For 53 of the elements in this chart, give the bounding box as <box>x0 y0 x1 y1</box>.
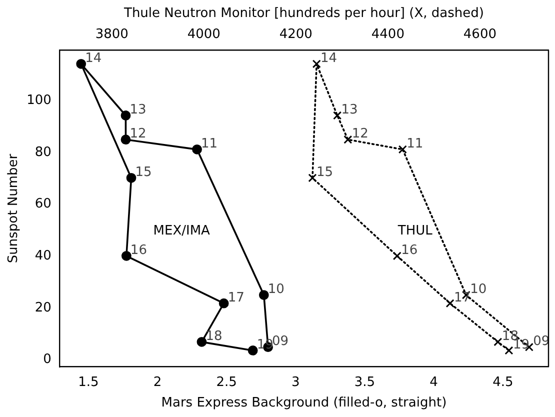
x-axis-title: Mars Express Background (filled-o, straight) <box>161 396 447 411</box>
series-label: THUL <box>396 223 434 238</box>
series-label: MEX/IMA <box>153 223 210 238</box>
y-tick-label: 60 <box>34 196 52 212</box>
x2-tick-label: 3800 <box>95 26 128 42</box>
annotation: 11 <box>406 136 424 152</box>
x-tick-label: 3 <box>292 374 300 390</box>
x-tick-label: 4.5 <box>492 374 514 390</box>
x-tick-label: 1.5 <box>78 374 99 390</box>
x-tick-label: 2 <box>153 374 162 390</box>
annotation: 13 <box>130 102 146 118</box>
y-tick-label: 20 <box>34 300 52 316</box>
annotation: 12 <box>352 126 368 142</box>
annotation: 14 <box>320 50 338 66</box>
x-tick-label: 4 <box>430 374 438 390</box>
annotation: 15 <box>316 164 334 180</box>
annotation: 09 <box>272 334 289 350</box>
annotation: 09 <box>533 334 550 350</box>
point <box>121 250 132 261</box>
point <box>126 172 136 183</box>
annotation: 11 <box>201 136 218 152</box>
annotation: 17 <box>454 290 471 306</box>
point <box>120 134 131 145</box>
y-tick-label: 0 <box>43 352 52 368</box>
y-tick-label: 100 <box>26 93 52 108</box>
point <box>192 144 202 154</box>
x2-tick-label: 4000 <box>187 26 220 42</box>
y-tick-label: 80 <box>34 144 52 160</box>
x-tick-label: 2.5 <box>216 374 237 390</box>
point <box>218 298 229 308</box>
x2-tick-label: 4400 <box>371 26 404 42</box>
annotation: 10 <box>268 282 284 298</box>
point <box>248 346 258 356</box>
annotation: 14 <box>85 50 102 66</box>
annotation: 15 <box>135 164 152 180</box>
annotation: 18 <box>206 328 222 344</box>
annotation: 16 <box>401 242 418 258</box>
point <box>258 290 269 300</box>
point <box>120 110 131 120</box>
x2-tick-label: 4200 <box>279 26 312 42</box>
x2-tick-label: 4600 <box>463 26 496 42</box>
annotation: 10 <box>470 282 487 298</box>
x-tick-label: 3.5 <box>354 374 376 390</box>
x2-axis-title: Thule Neutron Monitor [hundreds per hour] (X, dashed) <box>122 6 484 22</box>
point <box>196 336 207 347</box>
annotation: 12 <box>130 126 146 142</box>
annotation: 18 <box>502 328 518 344</box>
annotation: 17 <box>228 290 244 306</box>
y-tick-label: 40 <box>34 248 52 264</box>
point <box>76 58 86 69</box>
annotation: 16 <box>130 242 147 258</box>
y-axis-title: Sunspot Number <box>6 153 22 264</box>
annotation: 13 <box>341 102 358 118</box>
